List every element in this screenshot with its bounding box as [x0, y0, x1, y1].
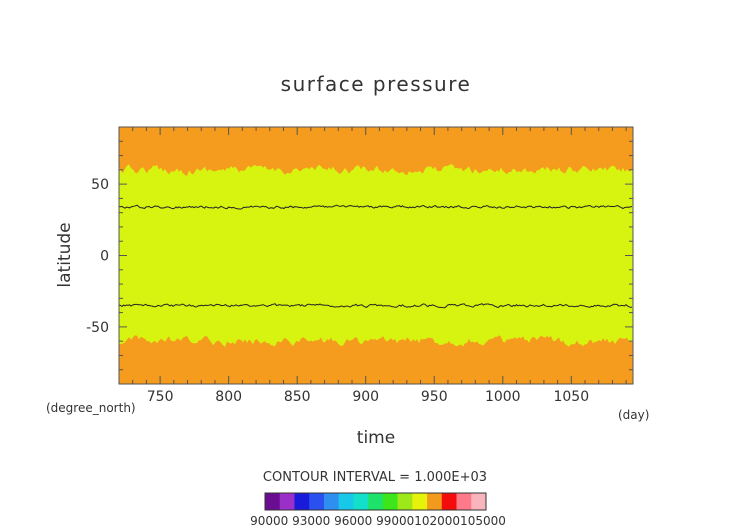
- x-tick-label: 850: [284, 389, 311, 405]
- north-contour-line: [118, 204, 633, 210]
- colorbar-swatch: [338, 493, 354, 510]
- colorbar-swatch: [397, 493, 413, 510]
- colorbar-frame: [264, 492, 487, 511]
- colorbar-swatch: [353, 493, 369, 510]
- colorbar-swatch: [294, 493, 310, 510]
- colorbar-swatch: [382, 493, 398, 510]
- south-high-pressure-region: [119, 335, 633, 384]
- y-axis-label: latitude: [55, 222, 75, 287]
- colorbar-swatch: [309, 493, 325, 510]
- colorbar-swatch: [441, 493, 457, 510]
- y-axis-unit: (degree_north): [46, 401, 136, 415]
- south-contour-line: [118, 303, 633, 309]
- colorbar-swatch: [368, 493, 384, 510]
- x-tick-label: 900: [352, 389, 379, 405]
- colorbar-swatch: [279, 493, 295, 510]
- colorbar-swatch: [456, 493, 472, 510]
- x-tick-label: 750: [147, 389, 174, 405]
- x-axis-label: time: [357, 428, 395, 448]
- x-axis-unit: (day): [618, 408, 649, 422]
- colorbar: [264, 492, 487, 511]
- colorbar-swatch: [427, 493, 443, 510]
- y-tick-label: 0: [100, 249, 109, 265]
- colorbar-swatch: [412, 493, 428, 510]
- y-tick-label: 50: [91, 177, 109, 193]
- north-high-pressure-region: [119, 127, 633, 176]
- chart-title: surface pressure: [281, 72, 472, 96]
- x-tick-label: 800: [215, 389, 242, 405]
- x-tick-label: 1000: [485, 389, 521, 405]
- contour-interval-text: CONTOUR INTERVAL = 1.000E+03: [263, 470, 487, 485]
- y-tick-label: -50: [86, 320, 109, 336]
- x-tick-label: 950: [421, 389, 448, 405]
- x-tick-label: 1050: [553, 389, 589, 405]
- colorbar-labels: 90000 93000 96000 99000102000105000: [250, 514, 506, 528]
- colorbar-swatch: [471, 493, 487, 510]
- colorbar-swatch: [265, 493, 281, 510]
- colorbar-swatch: [323, 493, 339, 510]
- axis-ticks: 750 800 850 900 950 1000 1050 50 0 -50: [86, 126, 633, 405]
